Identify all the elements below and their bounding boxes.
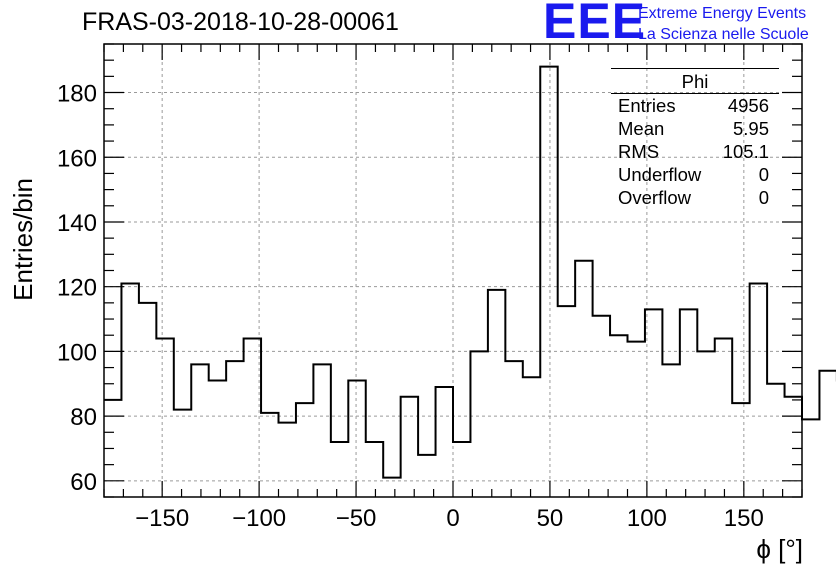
y-axis-label: Entries/bin: [8, 178, 38, 301]
x-tick-label: 0: [446, 505, 459, 532]
stats-value: 0: [758, 164, 769, 185]
stats-value: 4956: [727, 95, 769, 116]
x-tick-label: 150: [724, 505, 764, 532]
histogram-line: [104, 65, 836, 479]
stats-label: Overflow: [618, 187, 691, 208]
stats-value: 0: [758, 187, 769, 208]
stats-row-mean: Mean 5.95: [611, 117, 779, 140]
y-tick-label: 80: [70, 404, 97, 431]
axis-ticks: [103, 43, 803, 498]
stats-label: RMS: [618, 141, 660, 162]
x-tick-label: 50: [537, 505, 564, 532]
y-tick-label: 160: [57, 145, 97, 172]
x-tick-label: −50: [336, 505, 377, 532]
stats-row-underflow: Underflow 0: [611, 163, 779, 186]
y-tick-label: 100: [57, 339, 97, 366]
plot-frame: [103, 43, 803, 498]
org-line-1: Extreme Energy Events: [638, 5, 807, 22]
eee-logo: EEE: [543, 0, 647, 49]
y-tick-labels: 60 80 100 120 140 160 180: [57, 81, 97, 496]
y-tick-label: 60: [70, 469, 97, 496]
x-tick-label: 100: [627, 505, 667, 532]
stats-row-entries: Entries 4956: [611, 94, 779, 117]
stats-label: Underflow: [618, 164, 702, 185]
stats-row-rms: RMS 105.1: [611, 140, 779, 163]
stats-value: 5.95: [732, 118, 769, 139]
run-title: FRAS-03-2018-10-28-00061: [82, 8, 399, 36]
org-line-2: La Scienza nelle Scuole: [638, 26, 809, 43]
stats-title: Phi: [611, 71, 779, 94]
stats-box: Phi Entries 4956 Mean 5.95 RMS 105.1 Und…: [611, 68, 779, 209]
x-axis-label: ϕ [°]: [756, 534, 803, 564]
y-tick-label: 120: [57, 275, 97, 302]
y-tick-label: 180: [57, 81, 97, 108]
org-name: Extreme Energy Events La Scienza nelle S…: [638, 3, 809, 45]
x-tick-label: −150: [135, 505, 189, 532]
x-tick-label: −100: [232, 505, 286, 532]
y-tick-label: 140: [57, 210, 97, 237]
stats-label: Mean: [618, 118, 665, 139]
x-tick-labels: −150 −100 −50 0 50 100 150: [135, 505, 764, 532]
stats-value: 105.1: [722, 141, 769, 162]
stats-row-overflow: Overflow 0: [611, 186, 779, 209]
stats-label: Entries: [618, 95, 676, 116]
stats-top-border: [611, 68, 779, 69]
